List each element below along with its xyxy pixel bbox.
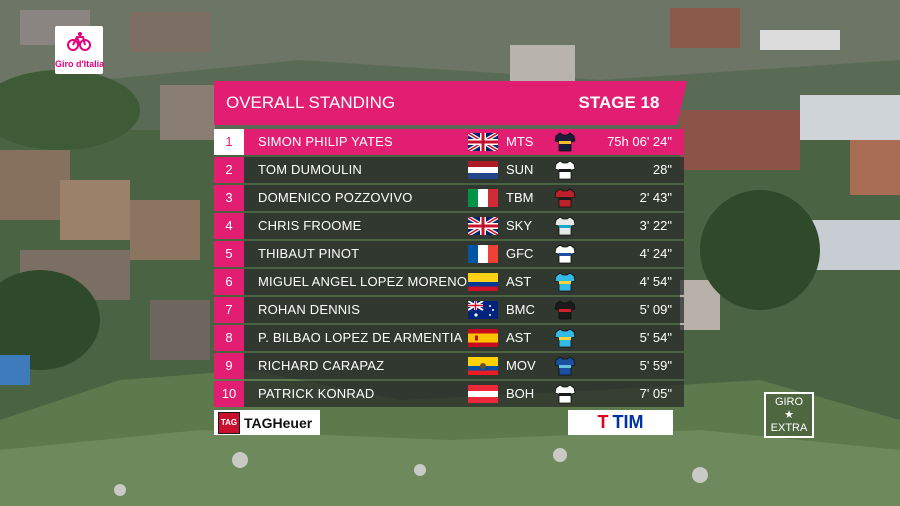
team-code: TBM xyxy=(506,190,534,206)
position-number: 4 xyxy=(214,213,244,239)
gap-time: 5' 09" xyxy=(639,302,672,318)
standing-row: 1 SIMON PHILIP YATES MTS 75h 06' 24" xyxy=(214,129,684,155)
standing-row: 8 P. BILBAO LOPEZ DE ARMENTIA AST 5' 54" xyxy=(214,325,684,351)
position-number: 6 xyxy=(214,269,244,295)
bicycle-icon xyxy=(67,32,91,51)
mitchelton-jersey-icon xyxy=(554,132,576,152)
bora-jersey-icon xyxy=(554,384,576,404)
giro-logo: Giro d'Italia xyxy=(55,26,105,74)
gap-time: 5' 59" xyxy=(639,358,672,374)
tagheuer-badge-icon: TAG xyxy=(218,411,240,434)
gb-flag-icon xyxy=(468,217,498,235)
rider-name: DOMENICO POZZOVIVO xyxy=(258,190,413,206)
au-flag-icon xyxy=(468,301,498,319)
position-number: 1 xyxy=(214,129,244,155)
sunweb-jersey-icon xyxy=(554,160,576,180)
team-code: BMC xyxy=(506,302,535,318)
tim-sponsor: T TIM xyxy=(568,410,673,435)
gap-time: 2' 43" xyxy=(639,190,672,206)
star-icon: ★ xyxy=(784,408,794,421)
tagheuer-sponsor: TAG TAGHeuer xyxy=(214,410,320,435)
position-number: 9 xyxy=(214,353,244,379)
bmc-jersey-icon xyxy=(554,300,576,320)
movistar-jersey-icon xyxy=(554,356,576,376)
team-code: MTS xyxy=(506,134,534,150)
fdj-jersey-icon xyxy=(554,244,576,264)
es-flag-icon xyxy=(468,329,498,347)
standing-row: 4 CHRIS FROOME SKY 3' 22" xyxy=(214,213,684,239)
position-number: 5 xyxy=(214,241,244,267)
gap-time: 5' 54" xyxy=(639,330,672,346)
ec-flag-icon xyxy=(468,357,498,375)
position-number: 10 xyxy=(214,381,244,407)
giro-extra-bug: GIRO ★ EXTRA xyxy=(764,392,814,438)
rider-name: TOM DUMOULIN xyxy=(258,162,362,178)
team-code: MOV xyxy=(506,358,536,374)
standing-row: 5 THIBAUT PINOT GFC 4' 24" xyxy=(214,241,684,267)
giro-extra-top: GIRO xyxy=(774,395,804,408)
leader-time-box xyxy=(587,129,684,155)
rider-name: PATRICK KONRAD xyxy=(258,386,375,402)
gap-time: 4' 24" xyxy=(639,246,672,262)
tim-label: TIM xyxy=(612,412,644,432)
co-flag-icon xyxy=(468,273,498,291)
astana-jersey-icon xyxy=(554,328,576,348)
rider-name: ROHAN DENNIS xyxy=(258,302,361,318)
giro-extra-bottom: EXTRA xyxy=(770,421,808,434)
tagheuer-label: TAGHeuer xyxy=(244,414,313,431)
gap-time: 75h 06' 24" xyxy=(607,134,672,150)
team-code: AST xyxy=(506,274,532,290)
gap-time: 7' 05" xyxy=(639,386,672,402)
stage-label: STAGE 18 xyxy=(551,81,687,125)
standings-table: 1 SIMON PHILIP YATES MTS 75h 06' 24" 2 TOM DU… xyxy=(214,129,684,409)
team-code: AST xyxy=(506,330,532,346)
position-number: 2 xyxy=(214,157,244,183)
fr-flag-icon xyxy=(468,245,498,263)
gb-flag-icon xyxy=(468,133,498,151)
rider-name: SIMON PHILIP YATES xyxy=(258,134,393,150)
rider-name: CHRIS FROOME xyxy=(258,218,362,234)
standing-row: 3 DOMENICO POZZOVIVO TBM 2' 43" xyxy=(214,185,684,211)
at-flag-icon xyxy=(468,385,498,403)
rider-name: P. BILBAO LOPEZ DE ARMENTIA xyxy=(258,330,463,346)
standing-row: 9 RICHARD CARAPAZ MOV 5' 59" xyxy=(214,353,684,379)
bahrain-jersey-icon xyxy=(554,188,576,208)
position-number: 3 xyxy=(214,185,244,211)
team-code: GFC xyxy=(506,246,534,262)
standings-title: OVERALL STANDING xyxy=(214,81,570,125)
rider-name: THIBAUT PINOT xyxy=(258,246,360,262)
rider-name: RICHARD CARAPAZ xyxy=(258,358,385,374)
tim-logo-icon: T xyxy=(597,412,609,432)
position-number: 8 xyxy=(214,325,244,351)
standing-row: 2 TOM DUMOULIN SUN 28" xyxy=(214,157,684,183)
standing-row: 7 ROHAN DENNIS BMC 5' 09" xyxy=(214,297,684,323)
position-number: 7 xyxy=(214,297,244,323)
it-flag-icon xyxy=(468,189,498,207)
astana-jersey-icon xyxy=(554,272,576,292)
gap-time: 28" xyxy=(652,162,672,178)
team-code: BOH xyxy=(506,386,535,402)
sky-jersey-icon xyxy=(554,216,576,236)
gap-time: 4' 54" xyxy=(639,274,672,290)
rider-name: MIGUEL ANGEL LOPEZ MORENO xyxy=(258,274,468,290)
standing-row: 10 PATRICK KONRAD BOH 7' 05" xyxy=(214,381,684,407)
standing-row: 6 MIGUEL ANGEL LOPEZ MORENO AST 4' 54" xyxy=(214,269,684,295)
nl-flag-icon xyxy=(468,161,498,179)
team-code: SUN xyxy=(506,162,534,178)
logo-text: Giro d'Italia xyxy=(55,59,105,69)
team-code: SKY xyxy=(506,218,533,234)
gap-time: 3' 22" xyxy=(639,218,672,234)
